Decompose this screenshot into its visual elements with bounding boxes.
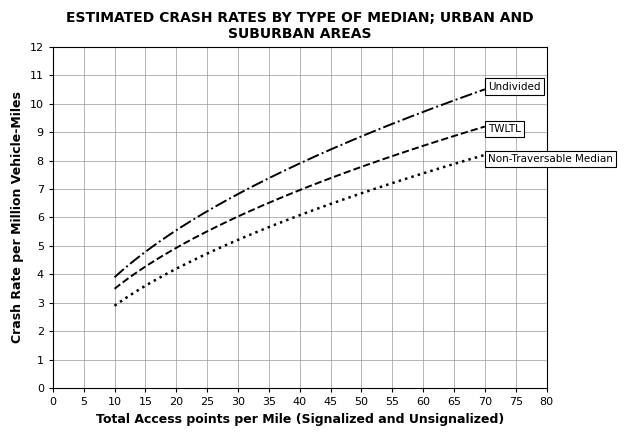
Y-axis label: Crash Rate per Million Vehicle-Miles: Crash Rate per Million Vehicle-Miles <box>11 91 24 343</box>
Title: ESTIMATED CRASH RATES BY TYPE OF MEDIAN; URBAN AND
SUBURBAN AREAS: ESTIMATED CRASH RATES BY TYPE OF MEDIAN;… <box>66 11 534 42</box>
X-axis label: Total Access points per Mile (Signalized and Unsignalized): Total Access points per Mile (Signalized… <box>96 413 504 426</box>
Text: TWLTL: TWLTL <box>488 124 521 134</box>
Text: Non-Traversable Median: Non-Traversable Median <box>488 154 612 164</box>
Text: Undivided: Undivided <box>488 82 541 91</box>
